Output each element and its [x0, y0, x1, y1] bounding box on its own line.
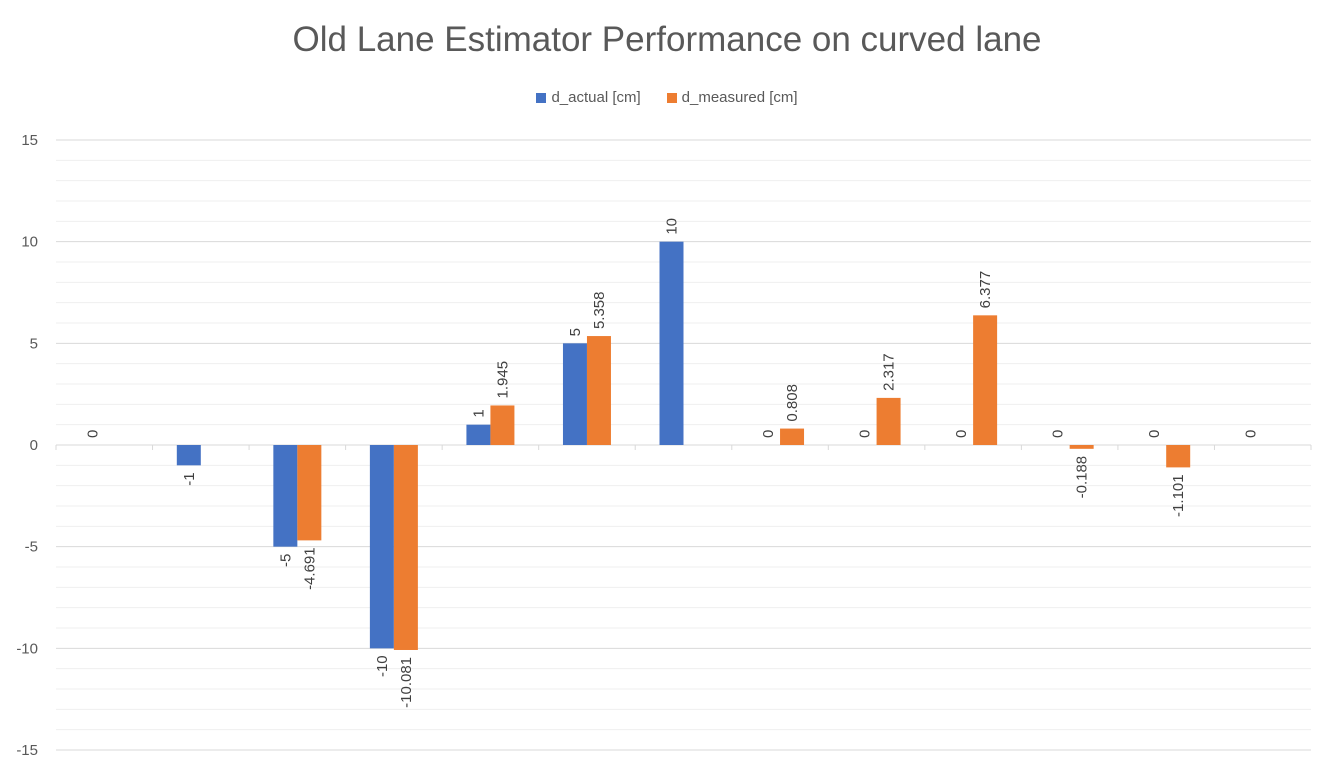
bar-measured: [973, 315, 998, 445]
y-tick-label: 0: [30, 437, 38, 454]
legend-item-actual: d_actual [cm]: [536, 89, 641, 106]
data-label-measured: 6.377: [977, 271, 994, 309]
bar-measured: [297, 445, 322, 541]
bar-measured: [1069, 445, 1094, 449]
bar-actual: [273, 445, 298, 547]
bar-measured: [393, 445, 418, 650]
data-label-measured: 1.945: [494, 361, 511, 399]
y-tick-label: -10: [16, 640, 38, 657]
bar-measured: [1166, 445, 1191, 468]
legend-label-measured: d_measured [cm]: [681, 89, 798, 106]
legend-swatch-actual: [536, 92, 547, 103]
bar-actual: [659, 241, 684, 445]
bar-measured: [780, 428, 805, 445]
data-label-actual: 0: [84, 430, 101, 438]
y-tick-label: 10: [21, 234, 38, 251]
data-label-actual: -1: [181, 472, 198, 485]
legend-swatch-measured: [666, 92, 677, 103]
y-tick-label: 5: [30, 335, 38, 352]
y-tick-label: -15: [16, 742, 38, 759]
data-label-actual: 10: [664, 218, 681, 235]
data-label-measured: -4.691: [301, 547, 318, 590]
bar-measured: [490, 405, 515, 445]
legend: d_actual [cm] d_measured [cm]: [0, 89, 1334, 106]
data-label-measured: 5.358: [591, 292, 608, 330]
data-label-measured: 2.317: [881, 353, 898, 391]
data-label-actual: 0: [760, 430, 777, 438]
legend-label-actual: d_actual [cm]: [551, 89, 641, 106]
bar-actual: [369, 445, 394, 649]
data-label-actual: 5: [567, 328, 584, 336]
data-label-measured: -0.188: [1074, 456, 1091, 499]
y-tick-label: 15: [21, 132, 38, 149]
bar-actual: [176, 445, 201, 466]
data-label-actual: 1: [470, 409, 487, 417]
data-label-actual: 0: [1146, 430, 1163, 438]
data-label-actual: 0: [953, 430, 970, 438]
data-label-measured: -1.101: [1170, 474, 1187, 517]
data-label-actual: 0: [857, 430, 874, 438]
bar-measured: [876, 397, 901, 445]
legend-item-measured: d_measured [cm]: [666, 89, 798, 106]
bar-actual: [562, 343, 587, 445]
data-label-measured: 0.808: [784, 384, 801, 422]
data-label-actual: -5: [277, 554, 294, 567]
bar-actual: [466, 424, 491, 445]
data-label-actual: 0: [1243, 430, 1260, 438]
data-label-actual: 0: [1050, 430, 1067, 438]
data-label-actual: -10: [374, 655, 391, 677]
chart-title: Old Lane Estimator Performance on curved…: [292, 20, 1042, 59]
data-label-measured: -10.081: [398, 657, 415, 708]
y-tick-label: -5: [25, 539, 38, 556]
bar-measured: [586, 336, 611, 445]
